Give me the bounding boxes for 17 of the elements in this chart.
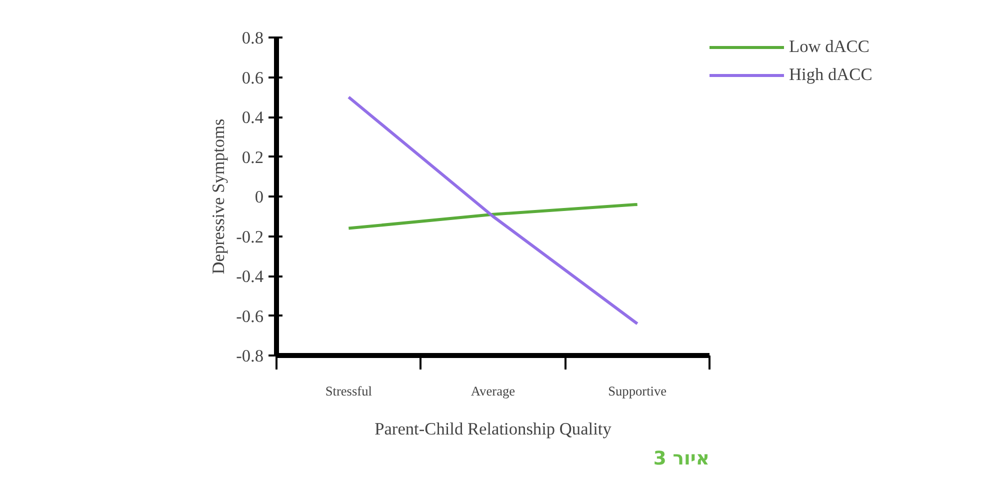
x-tick-label: Supportive [608,384,667,398]
legend-label: Low dACC [789,37,870,57]
x-tick-label: Stressful [325,384,372,398]
x-axis-title: Parent-Child Relationship Quality [374,420,612,438]
y-axis-title: Depressive Symptoms [209,118,228,274]
legend-label: High dACC [789,65,872,85]
y-tick-label: -0.8 [236,346,264,366]
x-tick-label: Average [470,384,516,398]
y-tick-label: 0.4 [242,108,264,127]
y-tick-label: -0.4 [236,267,264,286]
y-tick-label: -0.6 [236,306,264,326]
y-tick-label: 0.6 [242,68,264,88]
y-tick-label: 0.8 [242,28,264,48]
y-tick-label: 0 [254,188,264,206]
y-tick-label: 0.2 [242,148,264,167]
text: איור 3 [653,448,710,470]
y-tick-label: -0.2 [236,227,264,246]
